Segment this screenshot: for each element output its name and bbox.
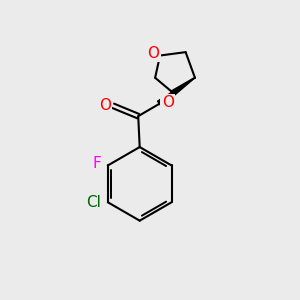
Text: Cl: Cl bbox=[86, 195, 101, 210]
Polygon shape bbox=[158, 78, 195, 106]
Text: O: O bbox=[148, 46, 160, 61]
Text: O: O bbox=[99, 98, 111, 113]
Text: O: O bbox=[162, 95, 174, 110]
Text: F: F bbox=[92, 157, 101, 172]
